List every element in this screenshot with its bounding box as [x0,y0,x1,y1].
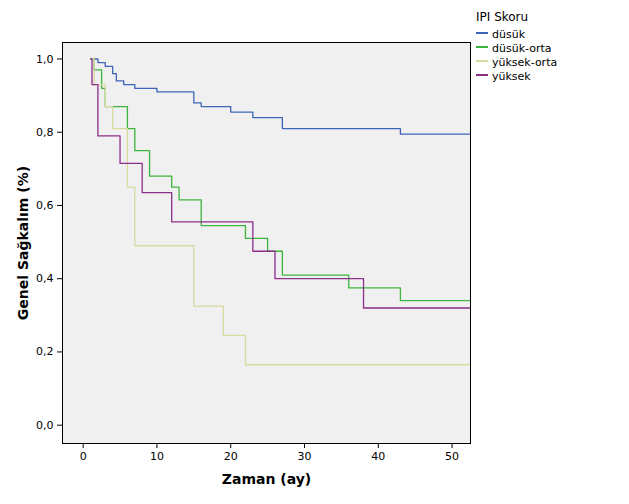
svg-text:0,2: 0,2 [36,345,54,358]
svg-text:0,0: 0,0 [36,419,54,432]
html-text:yüksek: yüksek [492,69,531,83]
html-text:IPI Skoru: IPI Skoru [476,10,529,24]
svg-text:0,8: 0,8 [36,126,54,139]
svg-text:Zaman (ay): Zaman (ay) [222,471,311,487]
svg-text:Genel Sağkalım (%): Genel Sağkalım (%) [15,166,31,320]
svg-text:20: 20 [224,450,238,463]
svg-text:50: 50 [445,450,459,463]
svg-text:1,0: 1,0 [36,52,54,65]
html-text:düsük: düsük [492,27,525,41]
svg-text:40: 40 [371,450,385,463]
html-text:yüksek-orta: yüksek-orta [492,55,558,69]
svg-text:0,6: 0,6 [36,199,54,212]
svg-text:0,4: 0,4 [36,272,54,285]
svg-text:10: 10 [150,450,164,463]
svg-text:30: 30 [297,450,311,463]
html-text:düsük-orta: düsük-orta [492,41,552,55]
svg-text:0: 0 [80,450,87,463]
